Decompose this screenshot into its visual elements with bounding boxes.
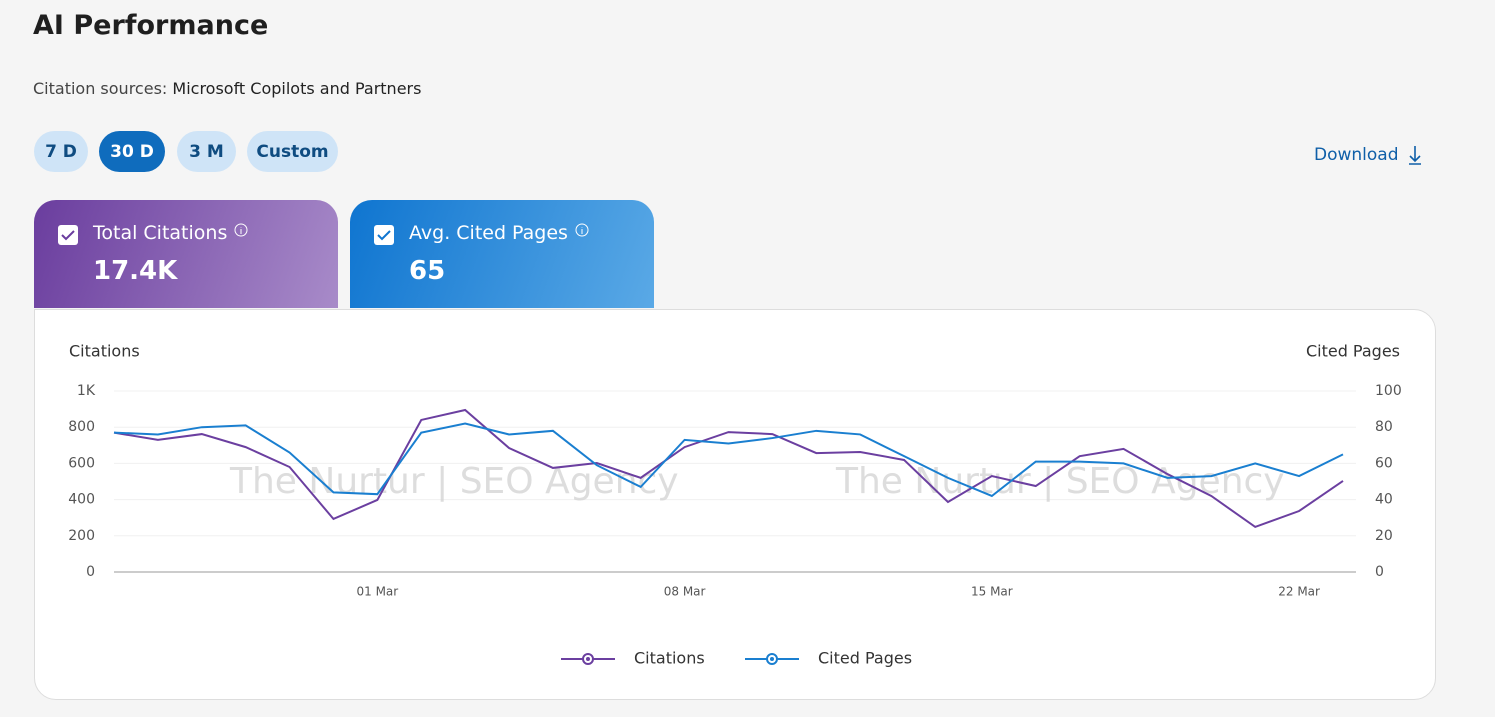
download-button[interactable]: Download	[1314, 144, 1423, 166]
range-button[interactable]: 7 D	[34, 131, 88, 172]
y2-tick-label: 40	[1375, 492, 1393, 508]
range-button[interactable]: 30 D	[99, 131, 165, 172]
x-tick-label: 01 Mar	[356, 585, 398, 599]
y-tick-label: 400	[68, 492, 95, 508]
y-tick-label: 800	[68, 419, 95, 435]
data-line	[113, 422, 1344, 498]
card-label: Total Citations	[93, 222, 249, 244]
info-icon	[575, 223, 589, 237]
y-tick-label: 0	[86, 564, 95, 580]
chart-panel	[34, 309, 1436, 700]
legend-label: Cited Pages	[818, 649, 912, 668]
y2-axis-title: Cited Pages	[1306, 342, 1400, 361]
x-tick-label: 08 Mar	[664, 585, 706, 599]
checkbox[interactable]	[373, 224, 395, 246]
range-button[interactable]: 3 M	[177, 131, 236, 172]
info-icon	[234, 223, 248, 237]
download-icon	[1408, 146, 1421, 165]
source-label: Citation sources:	[33, 79, 168, 98]
y2-tick-label: 60	[1375, 455, 1393, 471]
y-tick-label: 600	[68, 455, 95, 471]
page-title: AI Performance	[33, 10, 269, 41]
y-tick-label: 1K	[77, 383, 96, 399]
y-tick-label: 200	[68, 528, 95, 544]
data-line	[113, 408, 1344, 529]
y2-tick-label: 0	[1375, 564, 1384, 580]
range-button[interactable]: Custom	[247, 131, 338, 172]
y2-tick-label: 20	[1375, 528, 1393, 544]
y2-tick-label: 80	[1375, 419, 1393, 435]
card-label-text: Total Citations	[93, 222, 228, 244]
metric-card[interactable]: Avg. Cited Pages 65	[350, 200, 654, 308]
x-tick-label: 22 Mar	[1278, 585, 1320, 599]
metric-card[interactable]: Total Citations 17.4K	[34, 200, 338, 308]
download-label: Download	[1314, 145, 1399, 165]
card-value: 17.4K	[93, 256, 178, 286]
checkbox[interactable]	[57, 224, 79, 246]
y2-tick-label: 100	[1375, 383, 1402, 399]
legend-marker-dot	[586, 657, 590, 661]
card-label: Avg. Cited Pages	[409, 222, 590, 244]
legend-marker-dot	[770, 657, 774, 661]
watermark: The Nurtur | SEO Agency	[835, 461, 1285, 502]
card-value: 65	[409, 256, 446, 286]
card-label-text: Avg. Cited Pages	[409, 222, 568, 244]
source: Microsoft Copilots and Partners	[172, 79, 422, 98]
citation-sources: Citation sources: Microsoft Copilots and…	[33, 79, 421, 98]
legend-label: Citations	[634, 649, 705, 668]
x-tick-label: 15 Mar	[971, 585, 1013, 599]
y-axis-title: Citations	[69, 342, 140, 361]
